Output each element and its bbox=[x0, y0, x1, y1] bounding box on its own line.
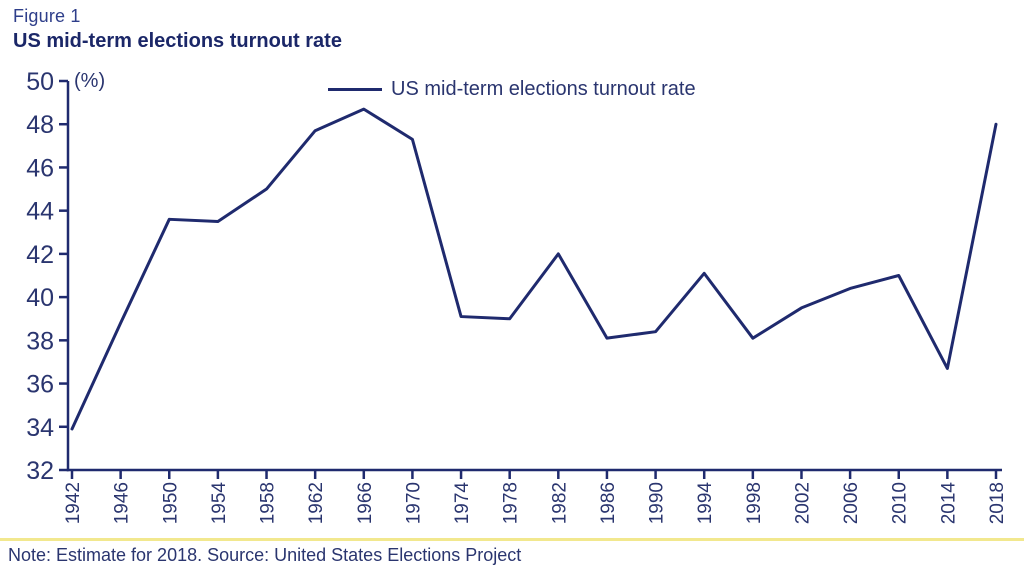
svg-text:1962: 1962 bbox=[306, 482, 327, 524]
svg-text:2010: 2010 bbox=[890, 482, 911, 524]
figure-number-label: Figure 1 bbox=[13, 6, 81, 26]
y-axis-unit-label: (%) bbox=[74, 70, 106, 92]
svg-text:1982: 1982 bbox=[549, 482, 570, 524]
svg-text:1946: 1946 bbox=[112, 482, 133, 524]
turnout-series-line bbox=[70, 107, 998, 431]
svg-text:1978: 1978 bbox=[501, 482, 522, 524]
svg-text:44: 44 bbox=[26, 198, 54, 226]
svg-text:2014: 2014 bbox=[938, 482, 959, 525]
source-note: Note: Estimate for 2018. Source: United … bbox=[8, 545, 522, 565]
svg-text:42: 42 bbox=[26, 241, 54, 269]
svg-text:36: 36 bbox=[26, 371, 54, 399]
svg-text:46: 46 bbox=[26, 154, 54, 182]
svg-text:2018: 2018 bbox=[987, 482, 1008, 524]
svg-text:1998: 1998 bbox=[744, 482, 765, 524]
svg-text:48: 48 bbox=[26, 111, 54, 139]
svg-text:1974: 1974 bbox=[452, 482, 473, 525]
svg-text:1966: 1966 bbox=[355, 482, 376, 524]
svg-text:1990: 1990 bbox=[647, 482, 668, 524]
svg-text:1942: 1942 bbox=[63, 482, 84, 524]
svg-text:1970: 1970 bbox=[403, 482, 424, 524]
svg-text:1958: 1958 bbox=[258, 482, 279, 524]
svg-text:2006: 2006 bbox=[841, 482, 862, 524]
legend-series-label: US mid-term elections turnout rate bbox=[391, 78, 696, 100]
chart-legend: US mid-term elections turnout rate bbox=[328, 78, 696, 101]
svg-text:32: 32 bbox=[26, 457, 54, 485]
figure-title: US mid-term elections turnout rate bbox=[13, 30, 342, 52]
svg-text:34: 34 bbox=[26, 414, 54, 442]
svg-text:38: 38 bbox=[26, 327, 54, 355]
svg-text:50: 50 bbox=[26, 68, 54, 96]
svg-text:1954: 1954 bbox=[209, 482, 230, 525]
svg-text:1950: 1950 bbox=[160, 482, 181, 524]
svg-text:2002: 2002 bbox=[792, 482, 813, 524]
legend-line-swatch bbox=[328, 88, 382, 91]
svg-text:1994: 1994 bbox=[695, 482, 716, 525]
footer-separator-line bbox=[0, 538, 1024, 541]
svg-text:40: 40 bbox=[26, 284, 54, 312]
svg-text:1986: 1986 bbox=[598, 482, 619, 524]
